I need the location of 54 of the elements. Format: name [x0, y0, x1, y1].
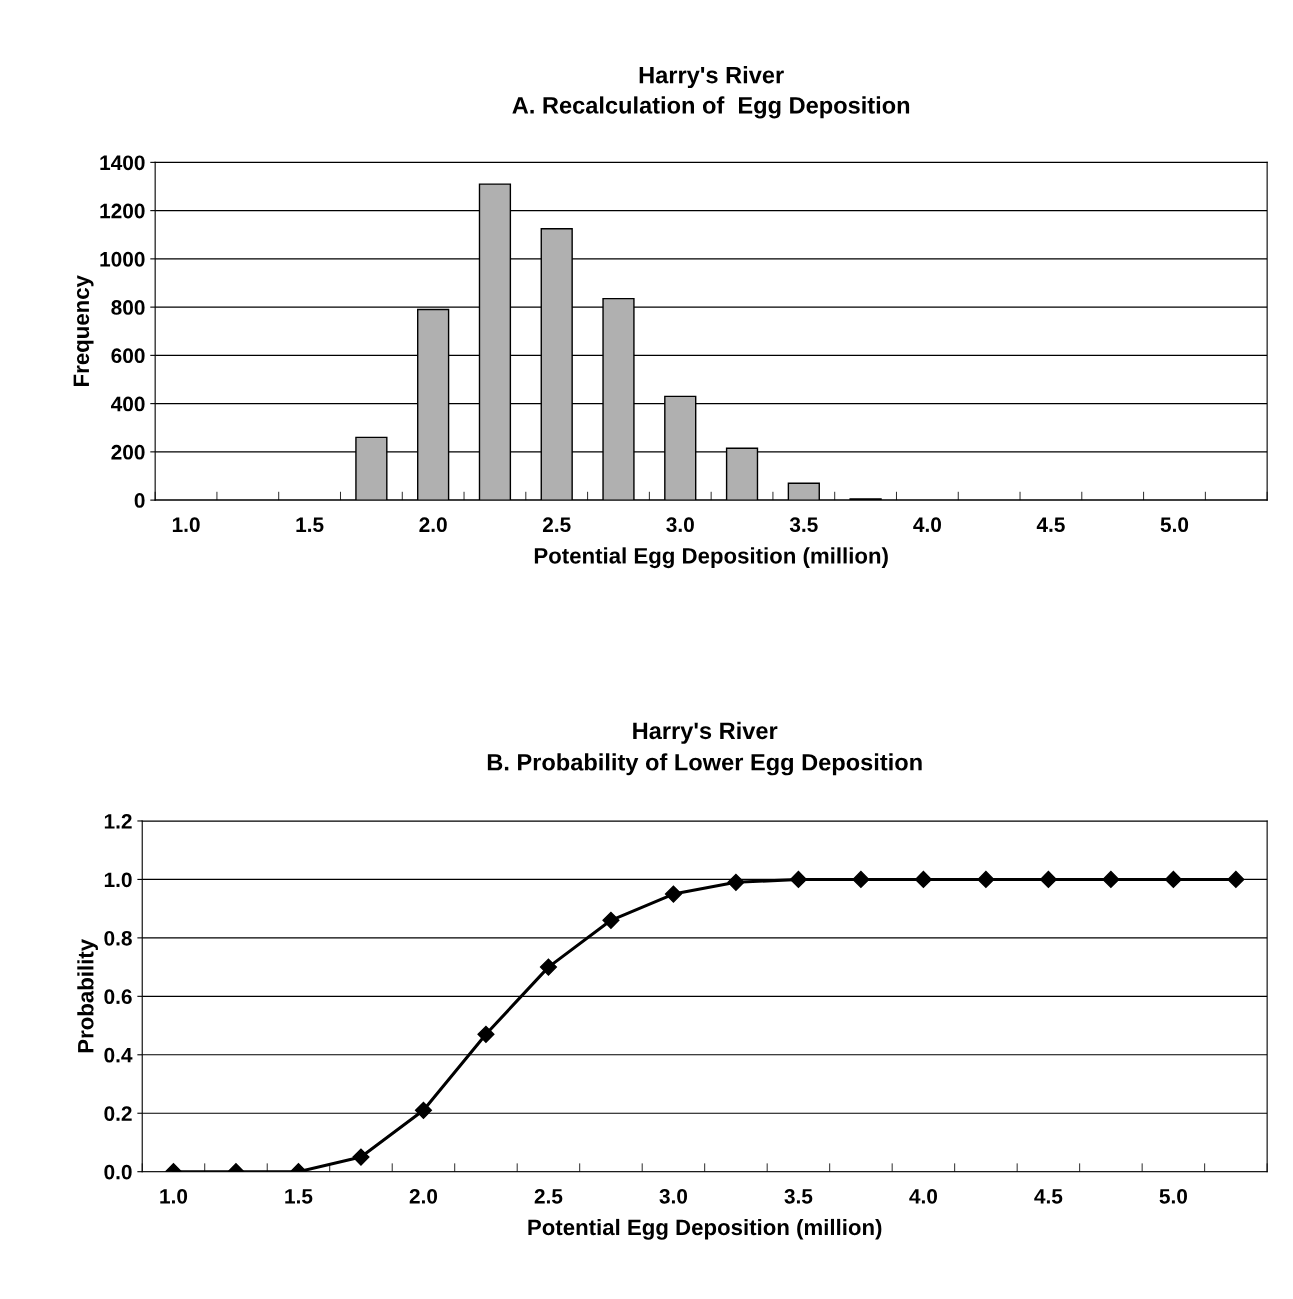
y-tick-label: 0.8: [104, 930, 132, 946]
x-tick-label: 4.0: [909, 1188, 938, 1204]
y-tick-label: 400: [111, 396, 145, 412]
x-axis-title: Potential Egg Deposition (million): [528, 1218, 882, 1240]
x-tick-label: 1.0: [160, 1188, 188, 1204]
x-tick-label: 3.0: [659, 1188, 688, 1204]
y-tick-label: 200: [111, 444, 145, 460]
point: [539, 958, 557, 976]
x-tick-label: 3.0: [666, 517, 694, 533]
y-tick-label: 0.0: [104, 1164, 132, 1180]
y-tick-label: 1.2: [104, 813, 132, 829]
point: [1039, 870, 1057, 888]
point: [727, 873, 745, 891]
x-tick-label: 3.5: [789, 517, 818, 533]
x-tick-label: 2.5: [542, 517, 571, 533]
x-tick-label: 4.5: [1036, 517, 1065, 533]
y-axis-title: Probability: [77, 939, 98, 1053]
x-tick-label: 5.0: [1159, 1188, 1188, 1204]
x-tick-label: 4.5: [1034, 1189, 1063, 1204]
chart-subtitle: A. Recalculation of Egg Deposition: [512, 96, 910, 119]
point: [914, 870, 932, 888]
point: [1102, 870, 1120, 888]
point: [1227, 870, 1245, 888]
x-tick-label: 5.0: [1160, 517, 1189, 533]
x-axis-title: Potential Egg Deposition (million): [534, 547, 888, 569]
point: [664, 885, 682, 903]
x-tick-label: 1.5: [296, 517, 324, 533]
y-tick-label: 600: [111, 348, 145, 364]
y-tick-label: 0: [134, 493, 145, 508]
y-tick-label: 1.0: [104, 872, 132, 888]
point: [789, 870, 807, 888]
x-tick-label: 4.0: [913, 517, 941, 533]
x-tick-label: 1.0: [172, 517, 200, 533]
chart-title: Harry's River: [639, 66, 784, 89]
point: [477, 1025, 495, 1043]
point: [852, 870, 870, 888]
point: [1164, 870, 1182, 888]
x-tick-label: 2.0: [419, 517, 447, 533]
point: [602, 911, 620, 929]
y-axis-title: Frequency: [73, 275, 94, 386]
chart-title: Harry's River: [633, 721, 778, 744]
x-tick-label: 3.5: [784, 1188, 813, 1204]
y-tick-label: 1200: [100, 203, 145, 219]
y-tick-label: 0.2: [104, 1106, 132, 1121]
y-tick-label: 800: [111, 300, 145, 315]
y-tick-label: 0.6: [104, 989, 132, 1005]
x-tick-label: 2.5: [534, 1188, 563, 1204]
x-tick-label: 1.5: [285, 1189, 313, 1204]
y-tick-label: 0.4: [104, 1047, 133, 1063]
chart-subtitle: B. Probability of Lower Egg Deposition: [487, 753, 922, 776]
y-tick-label: 1400: [100, 155, 145, 171]
x-tick-label: 2.0: [409, 1188, 438, 1204]
y-tick-label: 1000: [100, 251, 145, 267]
point: [977, 870, 995, 888]
